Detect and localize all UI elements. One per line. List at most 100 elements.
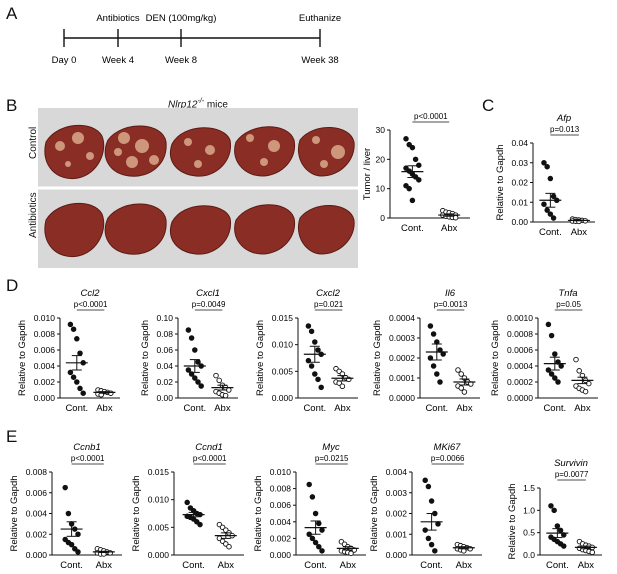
chart-e5: Survivin 0.0 0.5 1.0 1.5 Relative to Gapdh Con… [507,458,602,571]
data-point [550,215,557,221]
chart-e3: Myc 0.000 0.002 0.004 0.006 0.008 0.010 Relativ… [253,442,366,571]
p-value-label: p=0.0066 [431,454,465,463]
data-point [541,201,547,207]
data-point [198,383,204,389]
y-tick-label: 0.5 [523,528,535,538]
y-tick-label: 0.0002 [507,377,533,387]
y-tick-label: 0.010 [148,495,170,505]
y-tick-label: 0.015 [272,313,294,323]
x-tick-label: Cont. [546,560,569,571]
data-point [197,521,203,528]
data-point [544,207,550,213]
p-value-label: p=0.0215 [315,454,349,463]
p-value-label: p<0.0001 [414,112,448,121]
y-tick-label: 0.000 [148,550,170,560]
control-liver [170,127,232,177]
chart-d1: Ccl2 0.000 0.002 0.004 0.006 0.008 0.010 Relati… [17,288,120,414]
y-tick-label: 30 [376,125,386,135]
data-point [589,549,596,556]
data-point [305,323,312,329]
liver-lobe [44,124,105,180]
data-point [348,550,354,557]
y-tick-label: 0.005 [148,522,170,532]
x-tick-label: Cont. [183,403,206,414]
data-point [309,494,316,500]
y-tick-label: 0.002 [26,529,48,539]
y-tick-label: 0.008 [26,467,48,477]
panel-letter-d: D [6,276,19,295]
data-point [548,332,555,339]
tumor-nodule [205,145,215,155]
tumor-nodule [312,136,320,144]
y-tick-label: 0.006 [34,345,56,355]
y-tick-label: 0.0008 [507,329,533,339]
antibiotics-liver [104,203,167,255]
y-tick-label: 0.02 [511,178,528,188]
chart-title: Cxcl2 [316,288,340,299]
liver-panel-title: Nlrp12-/- mice [168,98,228,110]
data-point [427,323,434,329]
panel-letter-c: C [482,96,495,115]
data-point [192,375,198,381]
chart-c: Afp 0.00 0.01 0.02 0.03 0.04 Relative to Gapdh… [495,113,595,238]
chart-title: Myc [322,442,340,453]
data-point [65,510,72,517]
data-point [544,163,550,170]
y-tick-label: 0.004 [26,509,48,519]
data-point [74,379,80,385]
liver-image-grid [38,108,358,268]
y-axis-label: Relative to Gapdh [495,144,506,220]
y-axis-label: Relative to Gapdh [140,320,151,396]
tumor-nodule [126,156,138,168]
y-tick-label: 1.5 [523,483,535,493]
liver-title-suffix: mice [204,99,228,111]
data-point [77,385,83,392]
y-tick-label: 0.0002 [389,353,415,363]
chart-e1: Ccnb1 0.000 0.002 0.004 0.006 0.008 Relative t… [9,442,122,571]
data-point [428,541,435,548]
y-tick-label: 0.04 [511,138,528,148]
data-point [316,520,322,527]
data-point [308,328,315,335]
liver-title-gene: Nlrp12 [168,99,198,111]
chart-title: Ccnb1 [73,442,100,453]
p-value-label: p=0.0077 [555,470,589,479]
antibiotics-liver [44,202,105,258]
y-tick-label: 0.03 [511,158,528,168]
data-point [315,376,321,383]
data-point [74,336,80,342]
x-tick-label: Cont. [304,560,327,571]
y-tick-label: 0.04 [156,361,173,371]
x-tick-label: Cont. [401,223,424,234]
tumor-nodule [320,160,328,168]
data-point [319,548,325,554]
y-tick-label: 0.0000 [389,393,415,403]
x-tick-label: Cont. [303,403,326,414]
y-axis-label: Relative to Gapdh [131,475,142,551]
data-point [339,383,346,390]
chart-title: Cxcl1 [196,288,220,299]
chart-title: Survivin [554,458,588,469]
y-tick-label: 0.006 [26,488,48,498]
data-point [222,392,229,399]
data-point [62,484,68,491]
data-point [548,371,555,377]
x-tick-label: Cont. [420,560,443,571]
chart-title: Tnfa [558,288,577,299]
data-point [312,371,318,377]
data-point [430,331,437,337]
data-point [430,363,437,369]
data-point [188,335,195,341]
timeline-time-label: Day 0 [52,55,77,66]
x-tick-label: Abx [571,227,588,238]
data-point [461,389,468,395]
data-point [551,507,557,514]
data-point [309,535,316,542]
data-point [409,197,416,204]
y-tick-label: 0.0001 [389,373,415,383]
liver-lobe [104,203,167,255]
x-tick-label: Abx [578,560,595,571]
control-liver [234,126,296,177]
chart-title: Afp [556,113,571,124]
